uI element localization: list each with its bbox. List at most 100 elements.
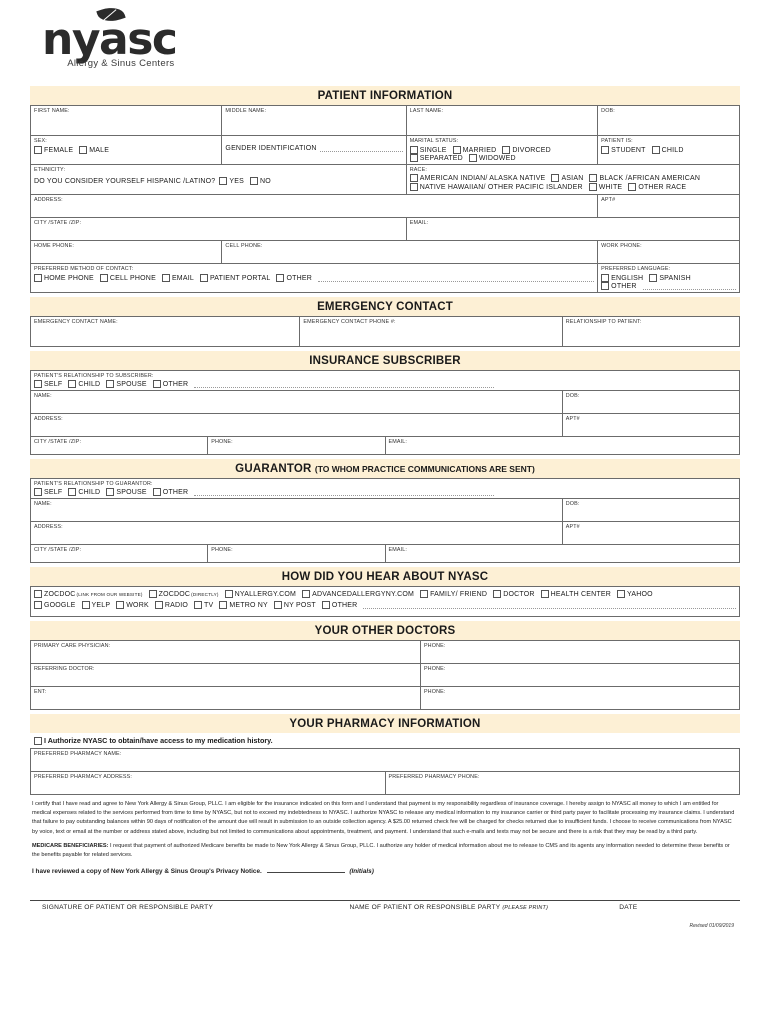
preferred-language-write-in[interactable]	[642, 283, 736, 290]
checkbox-referral-family-friend[interactable]: FAMILY/ FRIEND	[420, 590, 487, 598]
checkbox-icon[interactable]	[540, 590, 549, 598]
checkbox-subscriber-self[interactable]: SELF	[34, 380, 62, 388]
preferred-contact-write-in[interactable]	[317, 275, 595, 282]
checkbox-race-other[interactable]: OTHER RACE	[628, 183, 686, 191]
checkbox-referral-health-center[interactable]: HEALTH CENTER	[540, 590, 611, 598]
checkbox-icon[interactable]	[106, 488, 115, 496]
field-email[interactable]: EMAIL:	[405, 217, 741, 241]
checkbox-contact-home-phone[interactable]: HOME PHONE	[34, 274, 94, 282]
field-first-name[interactable]: FIRST NAME:	[29, 105, 223, 136]
field-preferred-language[interactable]: PREFERRED LANGUAGE: ENGLISH SPANISH OTHE…	[597, 263, 740, 293]
checkbox-icon[interactable]	[34, 736, 42, 745]
checkbox-language-other[interactable]: OTHER	[601, 282, 637, 290]
field-pharmacy-name[interactable]: PREFERRED PHARMACY NAME:	[30, 748, 740, 772]
checkbox-icon[interactable]	[68, 380, 77, 388]
field-guarantor-address[interactable]: ADDRESS:	[30, 521, 563, 545]
checkbox-icon[interactable]	[34, 146, 42, 154]
field-subscriber-dob[interactable]: DOB:	[561, 390, 741, 414]
checkbox-race-white[interactable]: WHITE	[588, 183, 623, 191]
field-address[interactable]: ADDRESS:	[29, 194, 599, 218]
checkbox-race-asian[interactable]: ASIAN	[551, 174, 583, 182]
field-gender-identification[interactable]: GENDER IDENTIFICATION	[221, 135, 407, 165]
checkbox-icon[interactable]	[409, 154, 418, 162]
checkbox-subscriber-spouse[interactable]: SPOUSE	[106, 380, 147, 388]
checkbox-icon[interactable]	[219, 177, 228, 185]
checkbox-icon[interactable]	[34, 590, 42, 598]
checkbox-referral-ny-post[interactable]: NY POST	[273, 601, 316, 609]
field-last-name[interactable]: LAST NAME:	[405, 105, 599, 136]
checkbox-icon[interactable]	[219, 601, 228, 609]
field-guarantor-name[interactable]: NAME:	[30, 498, 563, 522]
referral-other-write-in[interactable]	[363, 602, 736, 609]
checkbox-sex-male[interactable]: MALE	[79, 146, 109, 154]
checkbox-icon[interactable]	[468, 154, 477, 162]
checkbox-race-black[interactable]: BLACK /AFRICAN AMERICAN	[589, 174, 700, 182]
checkbox-contact-other[interactable]: OTHER	[276, 274, 312, 282]
checkbox-icon[interactable]	[152, 380, 161, 388]
checkbox-icon[interactable]	[224, 590, 233, 598]
field-home-phone[interactable]: HOME PHONE:	[29, 240, 223, 264]
field-subscriber-address[interactable]: ADDRESS:	[30, 413, 563, 437]
checkbox-icon[interactable]	[276, 274, 285, 282]
field-middle-name[interactable]: MIDDLE NAME:	[221, 105, 407, 136]
referral-source-options[interactable]: ZOCDOC (LINK FROM OUR WEBSITE) ZOCDOC (DIR…	[30, 586, 740, 617]
checkbox-referral-zocdoc-website[interactable]: ZOCDOC (LINK FROM OUR WEBSITE)	[34, 590, 143, 598]
field-patient-is[interactable]: PATIENT IS: STUDENT CHILD	[597, 135, 740, 165]
field-ent[interactable]: ENT:	[30, 686, 421, 710]
checkbox-marital-widowed[interactable]: WIDOWED	[468, 154, 516, 162]
field-guarantor-city-state-zip[interactable]: CITY /STATE /ZIP:	[29, 544, 209, 563]
checkbox-icon[interactable]	[452, 146, 461, 154]
checkbox-icon[interactable]	[79, 146, 88, 154]
checkbox-contact-patient-portal[interactable]: PATIENT PORTAL	[199, 274, 271, 282]
checkbox-patient-student[interactable]: STUDENT	[601, 146, 645, 154]
field-guarantor-dob[interactable]: DOB:	[561, 498, 741, 522]
field-subscriber-name[interactable]: NAME:	[30, 390, 563, 414]
checkbox-icon[interactable]	[273, 601, 282, 609]
checkbox-icon[interactable]	[493, 590, 502, 598]
field-referring-doctor-phone[interactable]: PHONE:	[419, 663, 741, 687]
checkbox-ethnicity-yes[interactable]: YES	[219, 177, 244, 185]
checkbox-referral-radio[interactable]: RADIO	[154, 601, 188, 609]
checkbox-icon[interactable]	[551, 174, 560, 182]
checkbox-race-native-hawaiian[interactable]: NATIVE HAWAIIAN/ OTHER PACIFIC ISLANDER	[409, 183, 583, 191]
checkbox-referral-yelp[interactable]: YELP	[81, 601, 111, 609]
checkbox-icon[interactable]	[420, 590, 429, 598]
checkbox-guarantor-spouse[interactable]: SPOUSE	[106, 488, 147, 496]
checkbox-referral-nyallergy[interactable]: NYALLERGY.COM	[224, 590, 296, 598]
field-dob[interactable]: DOB:	[597, 105, 740, 136]
field-marital-status[interactable]: MARITAL STATUS: SINGLE MARRIED DIVORCED …	[405, 135, 599, 165]
checkbox-icon[interactable]	[601, 282, 610, 290]
checkbox-icon[interactable]	[152, 488, 161, 496]
checkbox-icon[interactable]	[116, 601, 125, 609]
checkbox-icon[interactable]	[409, 183, 418, 191]
checkbox-icon[interactable]	[148, 590, 157, 598]
field-referring-doctor[interactable]: REFERRING DOCTOR:	[30, 663, 421, 687]
field-cell-phone[interactable]: CELL PHONE:	[221, 240, 599, 264]
field-pharmacy-phone[interactable]: PREFERRED PHARMACY PHONE:	[384, 771, 740, 795]
guarantor-relationship-write-in[interactable]	[194, 489, 495, 496]
checkbox-icon[interactable]	[34, 488, 42, 496]
checkbox-icon[interactable]	[601, 146, 610, 154]
checkbox-icon[interactable]	[194, 601, 202, 609]
checkbox-icon[interactable]	[34, 380, 42, 388]
checkbox-race-american-indian[interactable]: AMERICAN INDIAN/ ALASKA NATIVE	[409, 174, 546, 182]
checkbox-icon[interactable]	[249, 177, 258, 185]
checkbox-referral-advancedallergyny[interactable]: ADVANCEDALLERGYNY.COM	[302, 590, 414, 598]
checkbox-icon[interactable]	[321, 601, 330, 609]
field-city-state-zip[interactable]: CITY /STATE /ZIP:	[30, 217, 407, 241]
field-work-phone[interactable]: WORK PHONE:	[597, 240, 740, 264]
checkbox-referral-zocdoc-direct[interactable]: ZOCDOC (DIRECTLY)	[148, 590, 219, 598]
field-emergency-contact-phone[interactable]: EMERGENCY CONTACT PHONE #:	[299, 316, 563, 347]
checkbox-icon[interactable]	[601, 274, 610, 282]
field-preferred-contact[interactable]: PREFERRED METHOD OF CONTACT: HOME PHONE …	[29, 263, 599, 293]
checkbox-marital-separated[interactable]: SEPARATED	[409, 154, 463, 162]
checkbox-icon[interactable]	[651, 146, 660, 154]
checkbox-icon[interactable]	[628, 183, 637, 191]
field-primary-care-physician[interactable]: PRIMARY CARE PHYSICIAN:	[30, 640, 421, 664]
checkbox-guarantor-other[interactable]: OTHER	[152, 488, 189, 496]
checkbox-icon[interactable]	[409, 146, 418, 154]
gender-identification-write-in[interactable]	[319, 145, 403, 152]
checkbox-referral-yahoo[interactable]: YAHOO	[617, 590, 653, 598]
checkbox-icon[interactable]	[99, 274, 108, 282]
field-guarantor-relationship[interactable]: PATIENT'S RELATIONSHIP TO GUARANTOR: SEL…	[30, 478, 740, 499]
